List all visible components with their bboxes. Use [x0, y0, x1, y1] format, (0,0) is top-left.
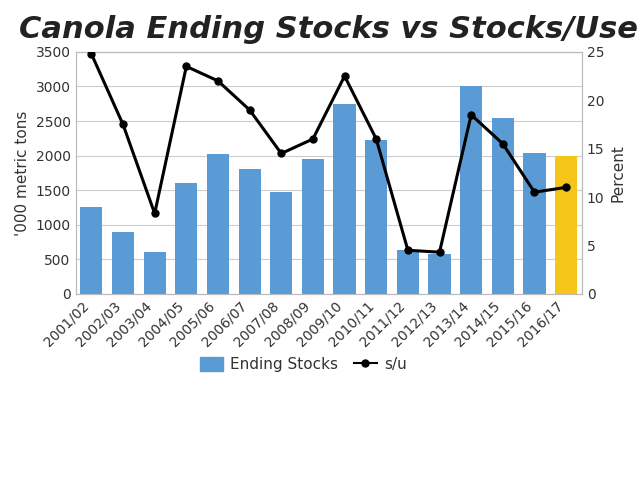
Y-axis label: Percent: Percent [610, 144, 625, 202]
Bar [333, 104, 356, 294]
Bar [555, 156, 577, 294]
Bar [239, 169, 260, 294]
Bar [175, 183, 197, 294]
Y-axis label: '000 metric tons: '000 metric tons [15, 110, 30, 236]
Bar [397, 250, 419, 294]
Bar [112, 231, 134, 294]
Bar [460, 86, 483, 294]
Bar [207, 154, 229, 294]
Bar [80, 207, 102, 294]
Bar [302, 159, 324, 294]
Bar [428, 254, 451, 294]
Bar [492, 118, 514, 294]
Legend: Ending Stocks, s/u: Ending Stocks, s/u [194, 351, 413, 378]
Bar [270, 192, 292, 294]
Bar [524, 154, 545, 294]
Title: Canola Ending Stocks vs Stocks/Use: Canola Ending Stocks vs Stocks/Use [19, 15, 638, 44]
Bar [365, 140, 387, 294]
Bar [143, 252, 166, 294]
